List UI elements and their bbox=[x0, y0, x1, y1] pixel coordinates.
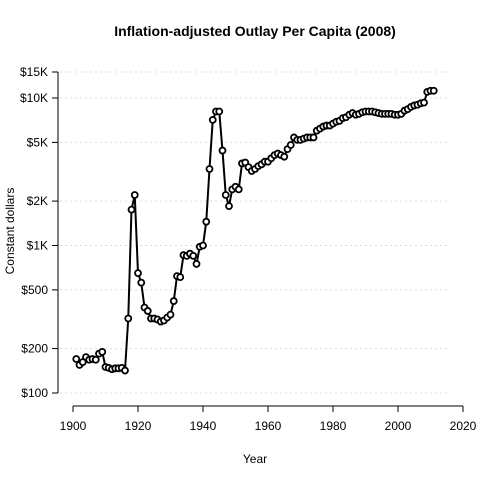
series-line bbox=[75, 89, 434, 373]
y-axis-label: Constant dollars bbox=[3, 188, 17, 275]
data-point bbox=[169, 297, 178, 305]
data-point bbox=[98, 347, 107, 356]
data-point bbox=[199, 241, 207, 250]
y-tick-label: $100 bbox=[21, 386, 48, 400]
data-point bbox=[124, 314, 133, 323]
y-tick-label: $500 bbox=[21, 283, 48, 297]
data-point bbox=[221, 191, 230, 199]
data-point bbox=[91, 355, 100, 364]
data-series bbox=[72, 86, 438, 375]
x-tick-label: 1920 bbox=[125, 419, 152, 433]
y-tick-label: $10K bbox=[20, 91, 48, 105]
data-point bbox=[215, 107, 224, 116]
data-point bbox=[137, 278, 146, 287]
data-point bbox=[208, 116, 217, 124]
x-axis-label: Year bbox=[243, 452, 267, 466]
gridlines bbox=[60, 71, 450, 394]
data-point bbox=[121, 366, 129, 375]
x-tick-label: 2020 bbox=[450, 419, 477, 433]
y-tick-label: $2K bbox=[27, 194, 48, 208]
x-tick-label: 2000 bbox=[385, 419, 412, 433]
data-point bbox=[429, 86, 438, 95]
data-point bbox=[225, 202, 233, 210]
y-tick-label: $200 bbox=[21, 342, 48, 356]
data-point bbox=[72, 355, 81, 363]
data-point bbox=[205, 165, 214, 173]
data-point bbox=[218, 146, 227, 155]
data-point bbox=[202, 217, 211, 226]
x-tick-label: 1900 bbox=[60, 419, 87, 433]
data-point bbox=[166, 310, 175, 319]
data-point bbox=[286, 141, 295, 149]
data-point bbox=[309, 133, 318, 142]
data-point bbox=[127, 205, 136, 214]
x-tick-label: 1980 bbox=[320, 419, 347, 433]
data-point bbox=[280, 152, 289, 161]
data-point bbox=[176, 273, 185, 282]
y-tick-label: $15K bbox=[20, 65, 48, 79]
y-tick-label: $1K bbox=[27, 238, 48, 252]
chart-title: Inflation-adjusted Outlay Per Capita (20… bbox=[114, 23, 396, 39]
y-tick-label: $5K bbox=[27, 135, 48, 149]
data-point bbox=[134, 269, 142, 277]
data-point bbox=[189, 251, 198, 260]
data-point bbox=[192, 260, 201, 268]
data-point bbox=[143, 307, 152, 315]
data-point bbox=[234, 185, 243, 194]
x-tick-label: 1940 bbox=[190, 419, 217, 433]
data-point bbox=[420, 98, 428, 107]
x-tick-label: 1960 bbox=[255, 419, 282, 433]
axes: $100 $200 $500 $1K $2K $5K $10K $15K 1900 1920 194… bbox=[20, 65, 477, 433]
data-point bbox=[130, 191, 139, 199]
